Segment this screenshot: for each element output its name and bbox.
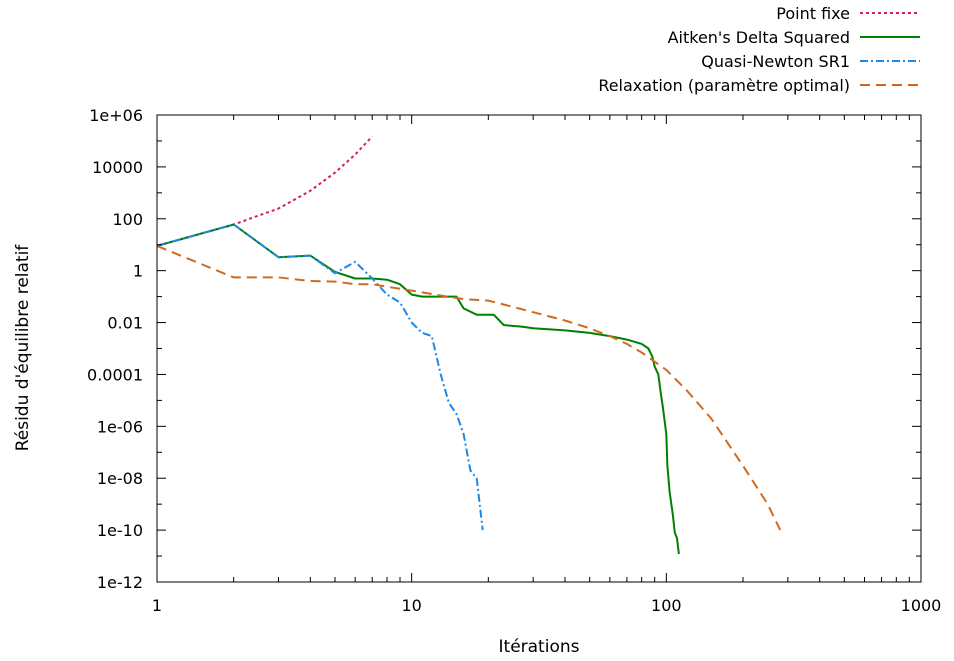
y-tick-label: 10000 <box>92 158 143 177</box>
y-tick-label: 1e-12 <box>97 573 143 592</box>
y-tick-label: 1e-06 <box>97 417 143 436</box>
series-layer <box>156 135 782 555</box>
y-axis-title: Résidu d'équilibre relatif <box>13 244 33 452</box>
x-axis-title: Itérations <box>499 637 580 657</box>
x-tick-label: 100 <box>651 596 682 615</box>
x-tick-label: 1 <box>152 596 162 615</box>
y-tick-label: 0.0001 <box>87 365 143 384</box>
legend-label: Relaxation (paramètre optimal) <box>598 76 850 95</box>
y-tick-label: 100 <box>112 210 143 229</box>
x-tick-label: 1000 <box>901 596 942 615</box>
series-line-1 <box>156 135 373 247</box>
ticks-layer: 1 10 100 1000 1e-12 1e-10 1e-08 1e-06 0.0001 0.01… <box>87 106 941 615</box>
series-line-2 <box>156 223 680 555</box>
x-tick-label: 10 <box>401 596 421 615</box>
y-tick-label: 1 <box>133 262 143 281</box>
legend-label: Point fixe <box>776 4 850 23</box>
plot-frame <box>156 114 922 583</box>
series-line-4 <box>156 244 782 531</box>
y-tick-label: 1e-08 <box>97 469 143 488</box>
y-tick-label: 1e+06 <box>89 106 143 125</box>
legend-label: Quasi-Newton SR1 <box>701 52 850 71</box>
y-tick-label: 1e-10 <box>97 521 143 540</box>
series-line-3 <box>156 223 484 531</box>
y-tick-label: 0.01 <box>107 314 143 333</box>
legend-label: Aitken's Delta Squared <box>668 28 850 47</box>
legend: Point fixe Aitken's Delta Squared Quasi-Ne… <box>598 4 920 95</box>
